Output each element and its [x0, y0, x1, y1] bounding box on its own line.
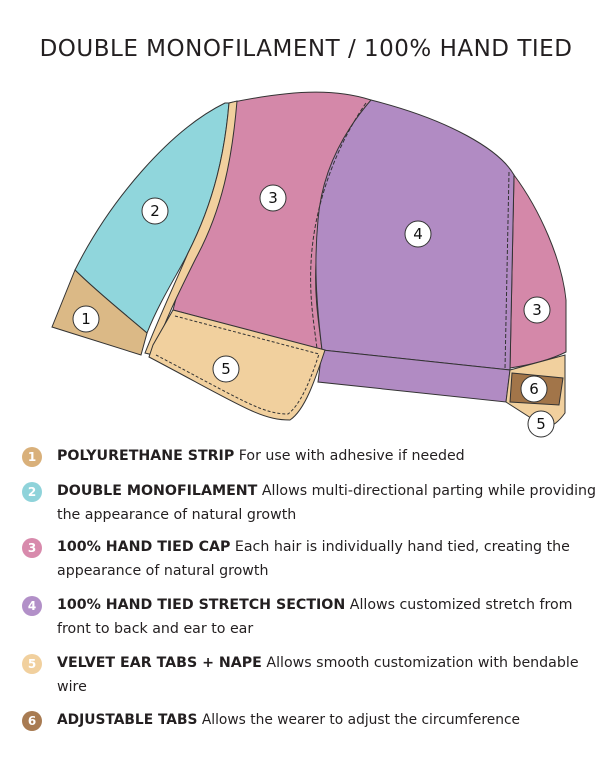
ear-tab-stitch — [155, 315, 320, 415]
legend-title: DOUBLE MONOFILAMENT — [57, 483, 258, 499]
legend-desc: Allows smooth customization with bendabl… — [57, 655, 579, 695]
legend-desc: Allows customized stretch from front to … — [57, 597, 573, 637]
svg-text:1: 1 — [81, 310, 91, 328]
label-3-top: 3 — [259, 184, 287, 212]
svg-text:3: 3 — [268, 189, 278, 207]
label-6: 6 — [520, 375, 548, 403]
region-polyurethane-strip — [51, 269, 148, 356]
label-4: 4 — [404, 220, 432, 248]
page-title: DOUBLE MONOFILAMENT / 100% HAND TIED — [39, 36, 573, 62]
legend-title: ADJUSTABLE TABS — [57, 712, 198, 728]
svg-text:2: 2 — [150, 202, 160, 220]
legend-badge: 2 — [22, 482, 42, 502]
label-1: 1 — [72, 305, 100, 333]
label-3-back: 3 — [523, 296, 551, 324]
legend-title: POLYURETHANE STRIP — [57, 448, 235, 464]
svg-text:5: 5 — [221, 360, 231, 378]
legend-title: VELVET EAR TABS + NAPE — [57, 655, 262, 671]
svg-text:4: 4 — [413, 225, 423, 243]
stitch-seam-right — [504, 171, 510, 370]
legend-desc: Allows multi-directional parting while p… — [57, 483, 597, 523]
stitch-seam-left — [310, 102, 367, 350]
label-5-nape: 5 — [527, 410, 555, 438]
legend-badge: 5 — [22, 654, 42, 674]
wig-cap-diagram: 1 2 3 4 3 5 6 5 — [51, 91, 567, 438]
legend-badge: 1 — [22, 447, 42, 467]
legend-badge: 3 — [22, 538, 42, 558]
svg-text:6: 6 — [529, 380, 539, 398]
svg-text:5: 5 — [536, 415, 546, 433]
legend-desc: For use with adhesive if needed — [238, 448, 465, 464]
legend-title: 100% HAND TIED CAP — [57, 539, 231, 555]
label-2: 2 — [141, 197, 169, 225]
legend-badge: 4 — [22, 596, 42, 616]
legend-desc: Allows the wearer to adjust the circumfe… — [201, 712, 521, 728]
legend-desc: Each hair is individually hand tied, cre… — [57, 539, 570, 579]
svg-text:3: 3 — [532, 301, 542, 319]
region-hand-tied-back — [509, 173, 567, 369]
legend-badge: 6 — [22, 711, 42, 731]
legend-title: 100% HAND TIED STRETCH SECTION — [57, 597, 346, 613]
label-5-ear: 5 — [212, 355, 240, 383]
